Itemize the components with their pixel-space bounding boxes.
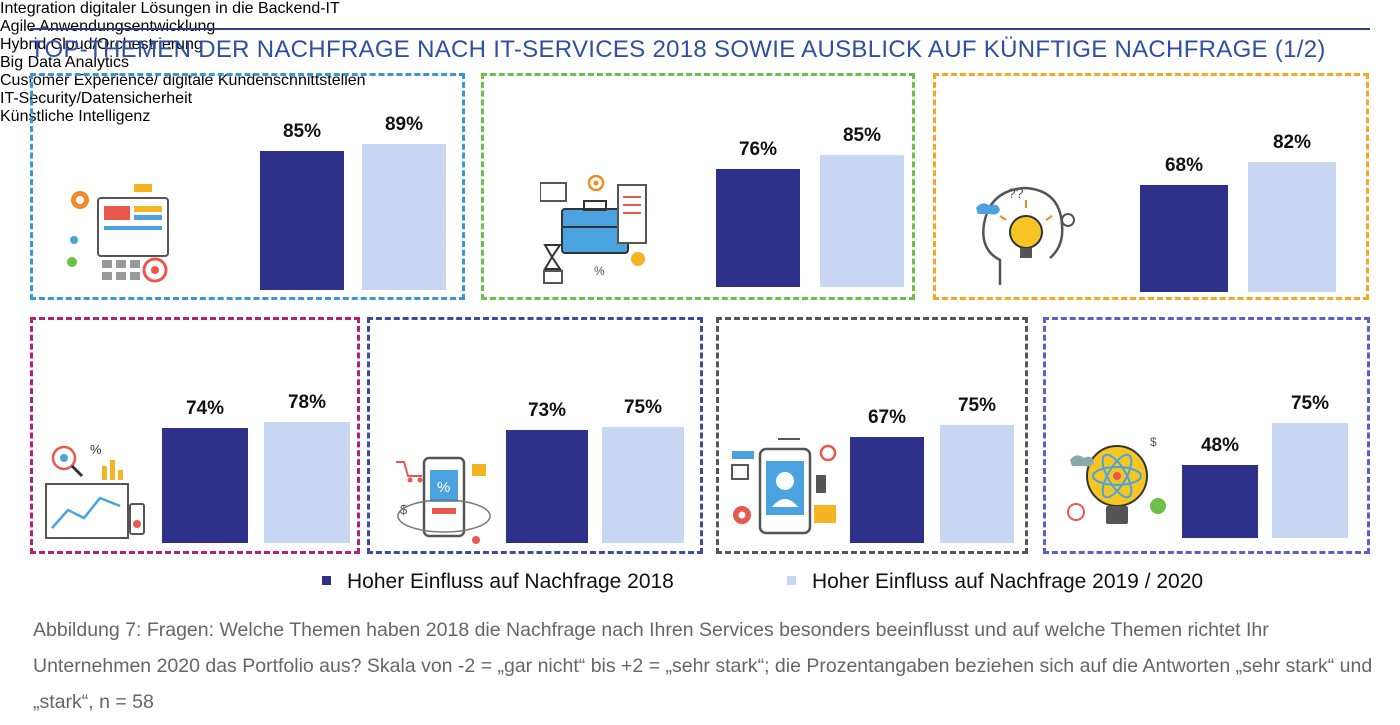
data-label-2020: 82% xyxy=(1272,132,1312,154)
panel-5 xyxy=(367,317,703,554)
panel-title: Agile Anwendungsentwicklung xyxy=(0,18,216,35)
bar-2020 xyxy=(940,424,1014,543)
data-label-2020: 75% xyxy=(1290,393,1330,415)
panel-title: IT-Security/Datensicherheit xyxy=(0,90,193,107)
legend-swatch-2020 xyxy=(787,575,796,585)
bar-2020 xyxy=(1248,162,1336,292)
title-rule xyxy=(30,28,1370,30)
svg-text:%: % xyxy=(437,479,450,496)
bar-2020 xyxy=(1272,423,1348,538)
lightbulb-head-icon: ?? xyxy=(970,180,1080,295)
data-label-2020: 78% xyxy=(287,392,327,414)
svg-text:$: $ xyxy=(1150,435,1157,449)
panel-3 xyxy=(933,73,1369,300)
data-label-2018: 67% xyxy=(867,407,907,429)
panel-1 xyxy=(30,73,465,300)
data-label-2018: 68% xyxy=(1164,154,1204,176)
bar-2020 xyxy=(362,144,446,290)
bar-2018 xyxy=(506,429,588,543)
data-label-2018: 73% xyxy=(527,399,567,421)
data-label-2020: 75% xyxy=(623,396,663,418)
panel-title: Integration digitaler Lösungen in die Ba… xyxy=(0,0,340,17)
chart-title: TOP-THEMEN DER NACHFRAGE NACH IT-SERVICE… xyxy=(30,36,1326,63)
integration-icon xyxy=(62,180,182,295)
panel-title: Künstliche Intelligenz xyxy=(0,108,151,125)
bar-2018 xyxy=(162,428,248,543)
legend-label-2020: Hoher Einfluss auf Nachfrage 2019 / 2020 xyxy=(812,570,1204,593)
data-label-2018: 74% xyxy=(185,398,225,420)
legend-label-2018: Hoher Einfluss auf Nachfrage 2018 xyxy=(347,570,674,593)
data-label-2018: 48% xyxy=(1200,434,1240,456)
bar-2020 xyxy=(602,426,684,543)
bar-2018 xyxy=(1140,184,1228,292)
panel-title: Big Data Analytics xyxy=(0,54,129,71)
figure-caption: Abbildung 7: Fragen: Welche Themen haben… xyxy=(33,619,1373,713)
data-label-2020: 89% xyxy=(384,114,424,136)
bar-2018 xyxy=(716,169,800,287)
bar-2020 xyxy=(264,422,350,543)
briefcase-icon: % xyxy=(539,174,660,290)
data-label-2020: 85% xyxy=(842,125,882,147)
smartphone-shopping-icon: % $ xyxy=(390,450,500,565)
bar-2018 xyxy=(850,437,924,543)
legend-item-2018: Hoher Einfluss auf Nachfrage 2018 xyxy=(322,570,674,594)
panel-4 xyxy=(30,317,360,554)
panel-7 xyxy=(1043,317,1370,554)
legend-swatch-2018 xyxy=(322,575,331,585)
panel-title: Customer Experience/ digitale Kundenschn… xyxy=(0,72,366,89)
bar-2018 xyxy=(260,150,344,290)
data-label-2020: 75% xyxy=(957,394,997,416)
bar-2018 xyxy=(1182,464,1258,538)
svg-text:%: % xyxy=(594,264,605,278)
analytics-icon: % xyxy=(40,440,150,555)
svg-text:%: % xyxy=(90,442,102,457)
panel-6 xyxy=(716,317,1028,554)
legend-item-2020: Hoher Einfluss auf Nachfrage 2019 / 2020 xyxy=(787,570,1203,594)
security-phone-icon xyxy=(730,435,840,550)
panel-2 xyxy=(481,73,915,300)
bar-2020 xyxy=(820,155,904,287)
svg-text:$: $ xyxy=(400,502,408,517)
svg-text:??: ?? xyxy=(1008,185,1024,201)
data-label-2018: 85% xyxy=(282,120,322,142)
chart-panels: Integration digitaler Lösungen in die Ba… xyxy=(0,0,1400,554)
panel-title: Hybrid Cloud/Orchestrierung xyxy=(0,36,203,53)
atom-bulb-icon: $ xyxy=(1062,430,1172,545)
data-label-2018: 76% xyxy=(738,139,778,161)
